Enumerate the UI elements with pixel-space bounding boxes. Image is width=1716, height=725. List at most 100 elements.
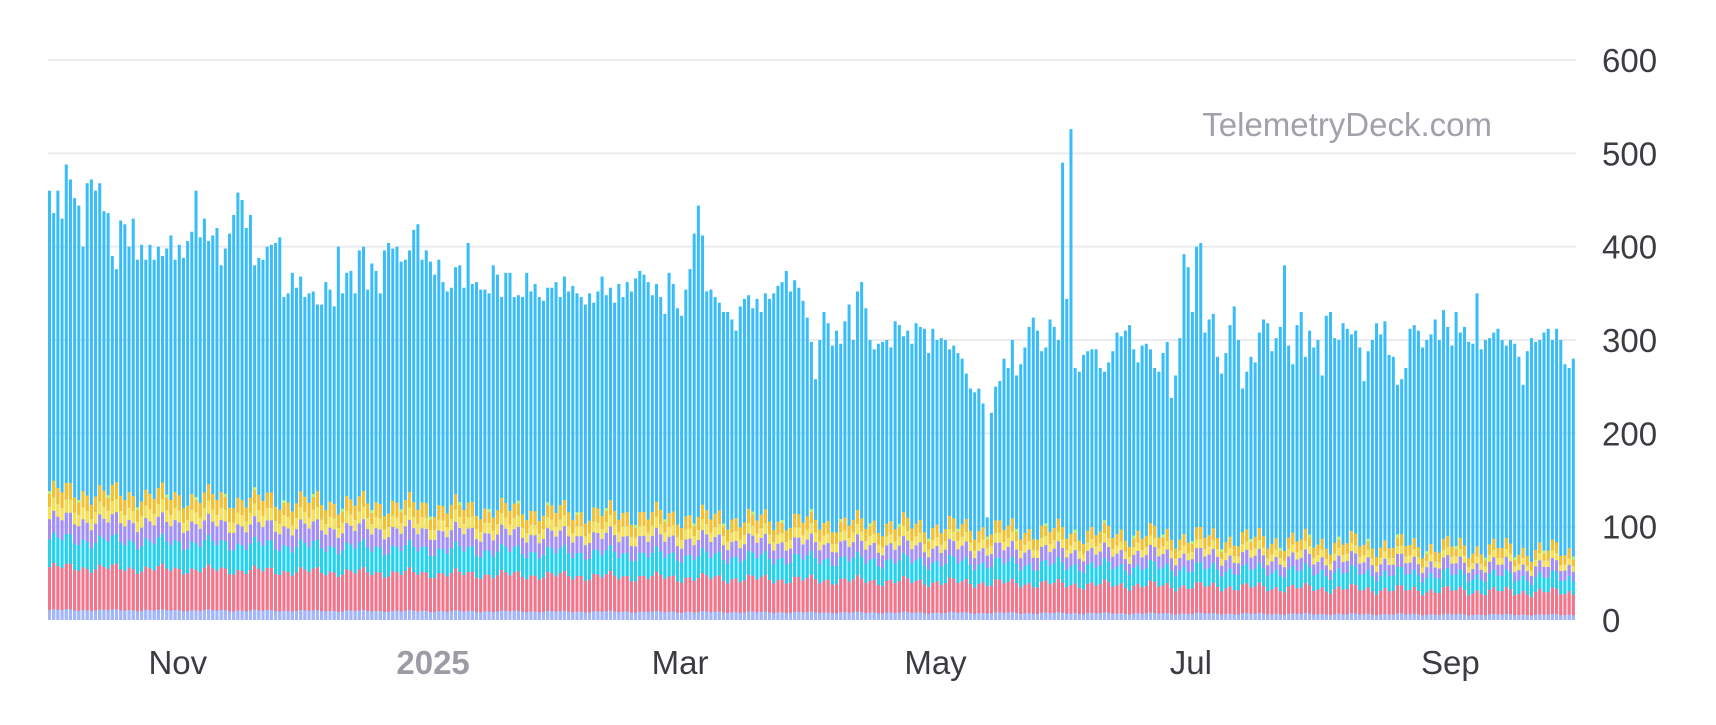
stack-segment xyxy=(98,609,102,620)
stack-segment xyxy=(412,546,416,572)
stack-segment xyxy=(625,611,629,620)
stack-segment xyxy=(1555,560,1559,573)
stack-segment xyxy=(1119,550,1123,565)
stack-segment xyxy=(1241,535,1245,544)
stack-segment xyxy=(726,613,730,620)
stack-segment xyxy=(487,611,491,620)
stack-segment xyxy=(391,610,395,620)
stack-segment xyxy=(558,519,562,531)
stack-segment xyxy=(977,533,981,543)
stack-top-marker xyxy=(353,505,357,509)
stack-segment xyxy=(110,514,114,536)
stack-segment xyxy=(119,569,123,611)
stack-segment xyxy=(1563,558,1567,565)
stack-segment xyxy=(763,551,767,575)
stack-top-marker xyxy=(541,515,545,519)
stack-top-marker xyxy=(705,510,709,514)
stack-segment xyxy=(81,567,85,610)
total-bar xyxy=(751,308,755,620)
total-bar xyxy=(475,282,479,620)
stack-segment xyxy=(1040,581,1044,613)
stack-segment xyxy=(412,516,416,529)
stack-segment xyxy=(784,583,788,614)
stack-segment xyxy=(1178,570,1182,588)
stack-top-marker xyxy=(1400,534,1404,538)
total-bar xyxy=(1065,298,1069,620)
stack-segment xyxy=(742,534,746,545)
stack-segment xyxy=(294,547,298,573)
stack-segment xyxy=(1442,587,1446,614)
stack-segment xyxy=(546,516,550,529)
stack-segment xyxy=(558,611,562,620)
stack-segment xyxy=(537,533,541,544)
stack-segment xyxy=(1504,548,1508,557)
stack-segment xyxy=(181,533,185,551)
stack-segment xyxy=(1404,574,1408,591)
stack-segment xyxy=(1153,528,1157,538)
total-bar xyxy=(1182,254,1186,620)
total-bar xyxy=(927,353,931,620)
stack-segment xyxy=(1215,613,1219,620)
stack-segment xyxy=(274,573,278,612)
stack-segment xyxy=(680,548,684,564)
stack-segment xyxy=(366,547,370,573)
stack-segment xyxy=(776,543,780,560)
stack-segment xyxy=(403,503,407,515)
total-bar xyxy=(483,289,487,620)
stack-segment xyxy=(1056,521,1060,532)
total-bar xyxy=(1123,330,1127,620)
stack-segment xyxy=(1370,576,1374,592)
total-bar xyxy=(416,224,420,620)
stack-segment xyxy=(788,562,792,583)
stack-segment xyxy=(579,525,583,537)
stack-segment xyxy=(1195,548,1199,563)
stack-segment xyxy=(1450,614,1454,620)
total-bar xyxy=(872,349,876,620)
total-bar xyxy=(1169,397,1173,620)
total-bar xyxy=(1341,323,1345,620)
stack-segment xyxy=(655,571,659,611)
stack-segment xyxy=(1450,549,1454,557)
stack-segment xyxy=(345,511,349,524)
stack-segment xyxy=(169,526,173,546)
stack-segment xyxy=(721,545,725,561)
stack-segment xyxy=(420,571,424,611)
stack-segment xyxy=(1287,569,1291,587)
stack-segment xyxy=(1282,567,1286,578)
total-bar xyxy=(1471,343,1475,620)
stack-segment xyxy=(1529,584,1533,597)
stack-segment xyxy=(1416,564,1420,576)
total-bar xyxy=(458,265,462,620)
stack-segment xyxy=(1316,547,1320,555)
stack-segment xyxy=(964,522,968,532)
total-bar xyxy=(734,330,738,620)
total-bar xyxy=(399,261,403,620)
stack-segment xyxy=(433,519,437,530)
stack-segment xyxy=(1065,557,1069,570)
stack-top-marker xyxy=(1421,558,1425,562)
stack-segment xyxy=(968,613,972,620)
stack-segment xyxy=(1513,560,1517,567)
stack-segment xyxy=(1454,614,1458,620)
total-bar xyxy=(1040,351,1044,620)
stack-top-marker xyxy=(604,508,608,512)
stack-segment xyxy=(1425,567,1429,578)
stack-segment xyxy=(634,546,638,562)
total-bar xyxy=(1450,345,1454,620)
stack-segment xyxy=(416,551,420,575)
stack-segment xyxy=(1169,550,1173,559)
stack-segment xyxy=(780,523,784,533)
total-bar xyxy=(1500,340,1504,620)
stack-segment xyxy=(1123,588,1127,614)
stack-segment xyxy=(1069,566,1073,586)
stack-segment xyxy=(705,534,709,552)
stack-top-marker xyxy=(282,500,286,504)
stack-segment xyxy=(374,571,378,611)
stack-segment xyxy=(215,570,219,611)
stack-segment xyxy=(462,575,466,612)
stack-segment xyxy=(466,572,470,611)
stack-segment xyxy=(508,513,512,525)
stack-segment xyxy=(780,612,784,620)
stack-segment xyxy=(1174,591,1178,615)
stack-segment xyxy=(64,512,68,535)
